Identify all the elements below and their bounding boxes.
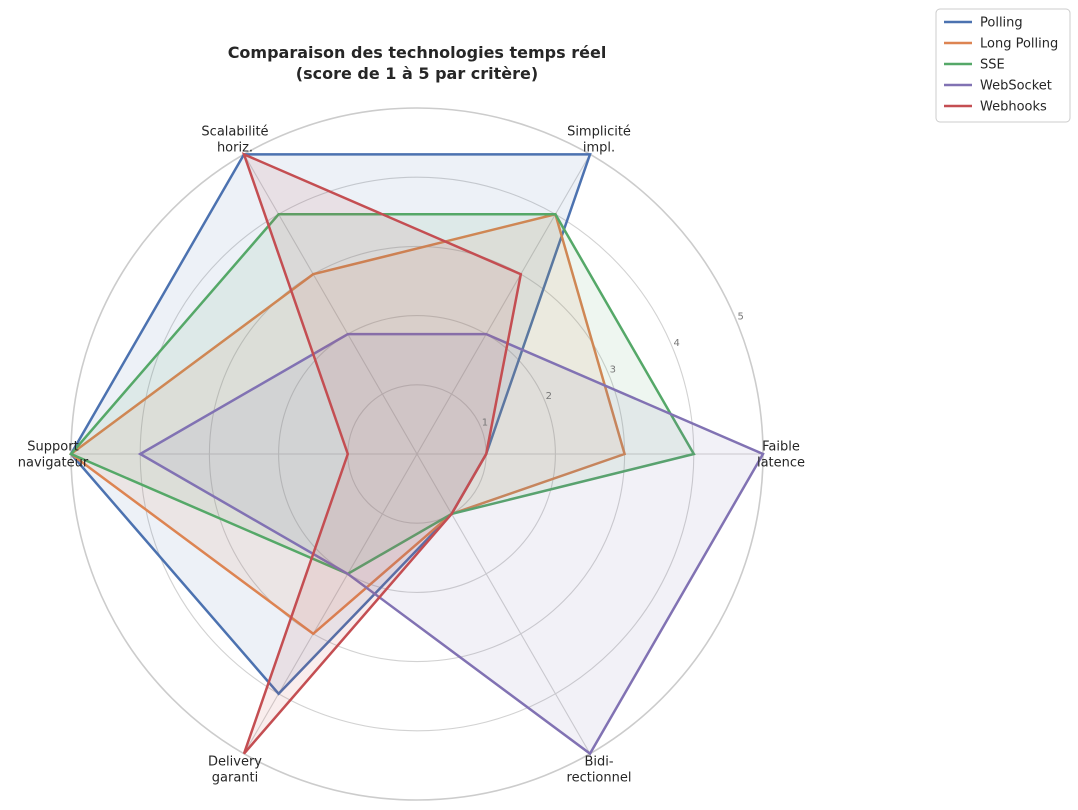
legend-label-long-polling: Long Polling — [980, 37, 1058, 52]
series-fill-websocket — [140, 334, 763, 754]
legend-frame — [935, 8, 1071, 123]
series-fill-sse — [71, 214, 694, 574]
axis-label: Scalabilité horiz. — [201, 124, 268, 155]
radial-tick-label: 4 — [674, 338, 680, 349]
axis-labels: Faible latence Simplicité impl. Scalabilité h… — [18, 124, 805, 785]
chart-subtitle-line: (score de 1 à 5 par critère) — [296, 64, 538, 83]
grid-spoke — [416, 453, 591, 754]
axis-label: Delivery garanti — [208, 755, 262, 786]
radial-tick-label: 2 — [546, 391, 552, 402]
legend: Polling Long Polling SSE WebSocket Webhooks — [935, 8, 1071, 123]
series-line-webhooks — [241, 152, 523, 755]
series-fill-webhooks — [244, 154, 521, 754]
radial-tick-label: 5 — [737, 312, 743, 323]
axis-label: Support navigateur — [18, 440, 89, 471]
series-fill-polling — [71, 154, 590, 694]
axis-label: Simplicité impl. — [567, 124, 631, 155]
axis-label: Faible latence — [757, 440, 805, 471]
series-line-websocket — [137, 332, 765, 756]
radial-ticks: 1 2 3 4 5 — [482, 312, 744, 429]
radar-series — [68, 152, 765, 756]
axis-label: Bidi-rectionnel — [567, 755, 632, 786]
chart-title-line: Comparaison des technologies temps réel — [228, 43, 607, 62]
chart-title: Comparaison des technologies temps réel … — [228, 43, 607, 83]
series-fill-long-polling — [71, 214, 625, 634]
grid-spoke — [243, 154, 418, 455]
radial-tick-label: 1 — [482, 418, 488, 429]
legend-label-webhooks: Webhooks — [980, 100, 1047, 115]
legend-label-sse: SSE — [980, 58, 1005, 73]
legend-label-polling: Polling — [980, 16, 1023, 31]
radial-tick-label: 3 — [610, 365, 616, 376]
grid-spoke — [416, 154, 591, 455]
grid-spoke — [243, 453, 418, 754]
legend-label-websocket: WebSocket — [980, 79, 1052, 94]
